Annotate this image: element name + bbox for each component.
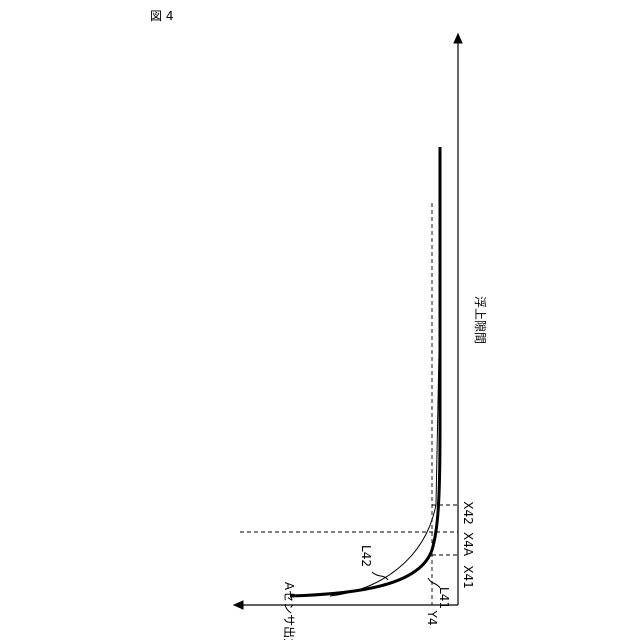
diagram: 図 4 浮上隙間 Aセンサ出力 X41 X4A X42 Y4 L41 L42 bbox=[0, 0, 640, 640]
marker-x4a: X4A bbox=[461, 532, 475, 557]
figure-label: 図 4 bbox=[150, 9, 173, 23]
background bbox=[0, 0, 640, 640]
marker-x42: X42 bbox=[461, 501, 475, 525]
marker-x41: X41 bbox=[461, 565, 475, 589]
vertical-axis-label: 浮上隙間 bbox=[473, 296, 487, 344]
curve-label-l41: L41 bbox=[437, 587, 451, 609]
curve-label-l42: L42 bbox=[359, 545, 373, 567]
marker-y4: Y4 bbox=[425, 610, 439, 626]
horizontal-axis-label: Aセンサ出力 bbox=[282, 582, 296, 640]
